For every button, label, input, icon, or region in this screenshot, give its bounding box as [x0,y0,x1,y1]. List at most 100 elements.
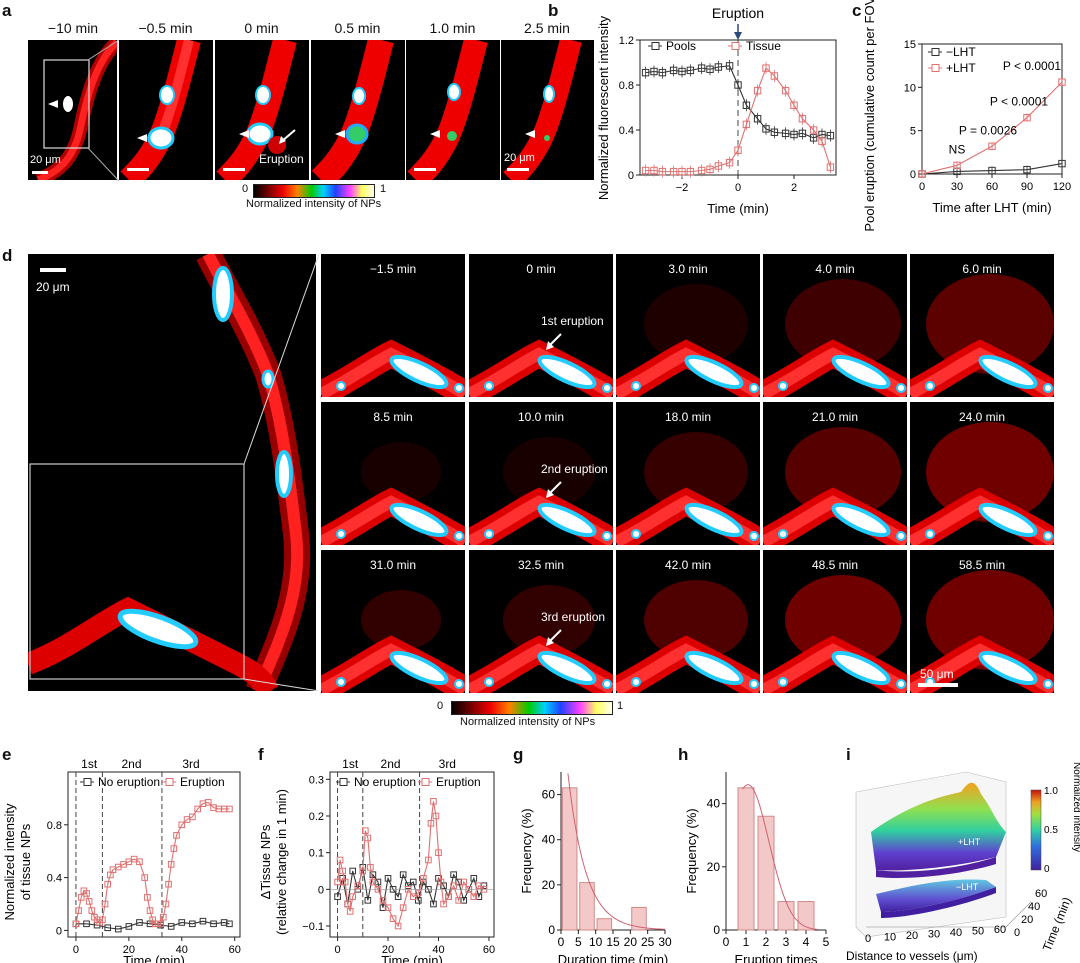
data-point [379,897,387,904]
surface-label: −LHT [956,882,979,892]
colorbar [1030,789,1042,871]
x-axis-label: Time after LHT (min) [932,200,1051,215]
data-point [399,871,407,878]
eruption-label: 1st eruption [541,314,604,328]
micrograph-frame [311,40,405,180]
data-point [101,900,109,908]
phase-label: 1st [342,757,359,771]
data-point [988,142,996,150]
data-point [470,893,478,900]
x-tick-label: 0 [919,181,925,193]
x-tick-label: 40 [176,944,188,956]
data-point [364,834,372,842]
annotation: P = 0.0026 [959,123,1017,137]
data-point [790,130,798,139]
colorbar-min: 0 [242,183,249,195]
frame-time: 0 min [526,262,556,276]
data-point [818,137,826,145]
data-point [374,878,382,886]
chart-e: 0 20 40 60 0 0.4 0.8 1st 2nd 3rd No eruption Erupti… [2,757,241,963]
y-axis-label: Pool eruption (cumulative count per FOV) [862,0,877,232]
y-tick-label: 20 [707,860,721,874]
y-tick-label: −0.1 [302,921,324,933]
frame-time: 2.5 min [524,20,570,36]
colorbar-label: Normalized intensity of NPs [460,716,596,728]
data-point [199,917,207,925]
x-tick-label: 0 [865,933,871,945]
data-point [359,867,367,875]
legend-label: Tissue [746,39,781,53]
data-point [157,920,164,928]
legend-marker [731,42,740,50]
data-point [88,907,96,914]
x-tick-label: 60 [229,944,241,956]
legend-label: −LHT [946,45,976,59]
y-tick-label: 0 [56,925,62,937]
frame-time: 21.0 min [811,410,859,424]
micrograph-frame [406,40,500,180]
data-point [159,913,167,921]
data-point [226,920,233,928]
data-point [678,67,686,76]
data-point [167,861,175,868]
y-axis-label: (relative change in 1 min) [274,789,289,935]
legend-label: No eruption [354,775,416,789]
frame-time: 3.0 min [668,262,708,276]
data-point [104,924,111,932]
data-point [826,131,835,140]
data-point [450,882,457,889]
x-tick-label: 25 [641,935,655,949]
colorbar [253,184,375,198]
plot-frame [329,771,495,938]
legend-marker [165,778,174,786]
legend-marker [931,64,940,72]
y-axis-label: ΔTissue NPs [258,824,273,899]
micrograph-frame: 58.5 min 50 μm [910,550,1054,693]
colorbar-min: 0 [437,700,444,712]
data-point [475,882,483,889]
x-tick-label: 50 [972,926,984,938]
scale-bar-label: 20 μm [30,154,61,166]
data-point [354,882,362,889]
data-point [189,920,196,928]
frame-time: 18.0 min [664,410,712,424]
bar [797,901,815,931]
y-tick-label: 0 [628,170,634,182]
data-point [349,867,357,875]
x-tick-label: 0 [723,935,730,949]
legend-marker [83,778,92,786]
colorbar [451,701,613,715]
data-point [394,893,402,900]
eruption-arrow [546,629,562,646]
frame-time: 10.0 min [517,410,565,424]
x-tick-label: 60 [986,181,998,193]
data-point [384,875,392,882]
phase-label: 3rd [439,757,456,771]
micrograph-frame: 21.0 min [763,402,907,545]
frame-time: 8.5 min [373,410,413,424]
panel-label-c: c [852,1,862,20]
x-tick-label: 10 [589,935,603,949]
data-point [336,856,344,864]
colorbar-max: 1 [380,183,387,195]
x-tick-label: 0 [335,944,341,956]
micrograph-frame: 10.0 min 2nd eruption [469,402,613,545]
annotation: P < 0.0001 [990,95,1048,109]
micrograph-overview: 20 μm [28,40,117,180]
data-point [435,849,442,856]
x-axis-label: Eruption times [734,952,818,963]
data-point [460,897,468,904]
data-point [440,900,447,908]
y-tick-label: 10 [904,82,916,94]
legend-marker [421,778,430,786]
fit-curve [567,773,666,930]
legend-label: Pools [666,39,696,53]
data-point [1058,78,1066,86]
x-tick-label: 60 [994,924,1006,936]
frame-time: 24.0 min [958,410,1006,424]
legend-marker [931,48,940,56]
x-axis-label: Duration time (min) [558,952,669,963]
x-tick-label: 30 [658,935,672,949]
data-point [369,871,377,878]
